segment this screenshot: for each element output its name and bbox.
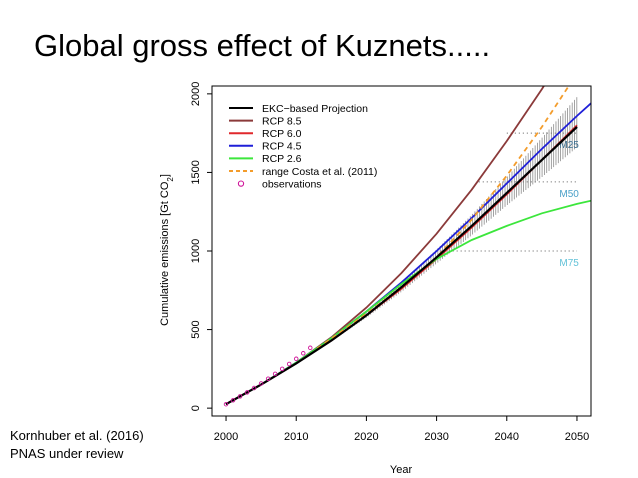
series-lines bbox=[225, 86, 591, 406]
threshold-m25-label: M25 bbox=[559, 140, 579, 151]
x-tick-label: 2010 bbox=[284, 431, 308, 443]
legend-rcp-6-0-label: RCP 6.0 bbox=[262, 128, 302, 140]
y-axis-label-close: ] bbox=[159, 174, 171, 177]
legend-observations-symbol bbox=[237, 180, 245, 187]
x-tick-label: 2000 bbox=[214, 431, 238, 443]
observation-point bbox=[279, 366, 285, 372]
legend-ekc-based-projection-label: EKC−based Projection bbox=[262, 103, 368, 115]
observation-point bbox=[300, 351, 306, 356]
y-axis-label-sub: 2 bbox=[166, 177, 175, 182]
legend-range-costa-et-al-2011-label: range Costa et al. (2011) bbox=[262, 166, 377, 178]
observation-point bbox=[286, 361, 292, 367]
threshold-lines: M25 M50 M75 bbox=[436, 132, 579, 269]
legend-observations-label: observations bbox=[262, 178, 322, 190]
citation-status: PNAS under review bbox=[10, 446, 124, 461]
observation-points bbox=[223, 345, 313, 407]
axes: 2000 2010 2020 2030 2040 2050 0 500 1000 1500 2000 bbox=[190, 82, 592, 443]
x-tick-label: 2050 bbox=[565, 431, 589, 443]
observation-point bbox=[251, 385, 257, 391]
x-tick-label: 2030 bbox=[424, 431, 448, 443]
citation-authors: Kornhuber et al. (2016) bbox=[10, 428, 144, 443]
threshold-m50-label: M50 bbox=[559, 189, 579, 200]
legend-rcp-8-5-label: RCP 8.5 bbox=[262, 115, 302, 127]
observation-point bbox=[308, 345, 313, 351]
observation-point bbox=[223, 401, 229, 407]
y-axis-label-main: Cumulative emissions [Gt CO bbox=[159, 181, 171, 326]
y-axis-label: Cumulative emissions [Gt CO2] bbox=[159, 174, 175, 326]
observation-point bbox=[230, 398, 236, 403]
series-ekc-based-projection-line bbox=[225, 126, 578, 406]
observation-point bbox=[244, 390, 250, 395]
observation-point bbox=[265, 376, 271, 382]
citation: Kornhuber et al. (2016) PNAS under revie… bbox=[10, 427, 144, 463]
observation-point bbox=[258, 381, 264, 386]
y-tick-label: 1000 bbox=[190, 239, 202, 263]
y-tick-label: 500 bbox=[190, 320, 202, 338]
legend-rcp-4-5-label: RCP 4.5 bbox=[262, 141, 302, 153]
legend-rcp-2-6-label: RCP 2.6 bbox=[262, 153, 302, 165]
observation-point bbox=[293, 356, 299, 362]
x-tick-label: 2040 bbox=[495, 431, 519, 443]
threshold-m75-label: M75 bbox=[559, 258, 579, 269]
y-tick-label: 1500 bbox=[190, 160, 202, 184]
y-tick-label: 0 bbox=[190, 405, 202, 411]
observation-point bbox=[237, 394, 243, 399]
y-tick-label: 2000 bbox=[190, 82, 202, 106]
observation-point bbox=[272, 371, 278, 377]
x-tick-label: 2020 bbox=[354, 431, 378, 443]
x-axis-label: Year bbox=[390, 464, 413, 476]
slide-title: Global gross effect of Kuznets..... bbox=[34, 28, 491, 63]
